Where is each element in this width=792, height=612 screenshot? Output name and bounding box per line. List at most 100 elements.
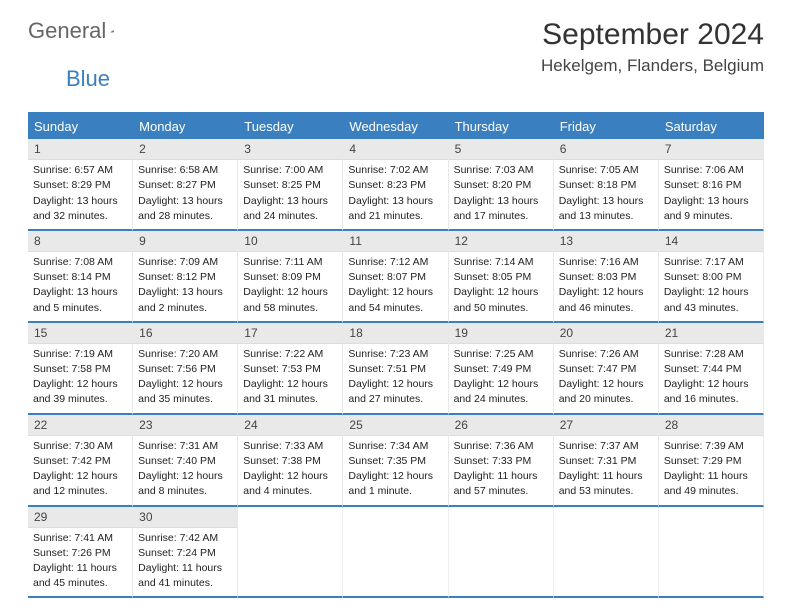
day1-text: Daylight: 12 hours	[664, 377, 758, 391]
day2-text: and 13 minutes.	[559, 209, 653, 223]
day-number: 10	[238, 231, 342, 252]
sunset-text: Sunset: 7:49 PM	[454, 362, 548, 376]
day-number: 9	[133, 231, 237, 252]
day2-text: and 39 minutes.	[33, 392, 127, 406]
day-details: Sunrise: 7:06 AMSunset: 8:16 PMDaylight:…	[659, 160, 763, 229]
day-details: Sunrise: 7:31 AMSunset: 7:40 PMDaylight:…	[133, 436, 237, 505]
sunrise-text: Sunrise: 7:22 AM	[243, 347, 337, 361]
day1-text: Daylight: 12 hours	[664, 285, 758, 299]
month-title: September 2024	[541, 18, 764, 52]
day2-text: and 32 minutes.	[33, 209, 127, 223]
day-cell: 28Sunrise: 7:39 AMSunset: 7:29 PMDayligh…	[659, 415, 764, 507]
day-number: 24	[238, 415, 342, 436]
sunrise-text: Sunrise: 7:25 AM	[454, 347, 548, 361]
day-number: 25	[343, 415, 447, 436]
day-cell: 3Sunrise: 7:00 AMSunset: 8:25 PMDaylight…	[238, 139, 343, 231]
day2-text: and 45 minutes.	[33, 576, 127, 590]
sunset-text: Sunset: 8:18 PM	[559, 178, 653, 192]
sunrise-text: Sunrise: 7:06 AM	[664, 163, 758, 177]
sunset-text: Sunset: 7:26 PM	[33, 546, 127, 560]
sunset-text: Sunset: 8:00 PM	[664, 270, 758, 284]
day-details: Sunrise: 7:02 AMSunset: 8:23 PMDaylight:…	[343, 160, 447, 229]
sunset-text: Sunset: 7:35 PM	[348, 454, 442, 468]
day-cell: 23Sunrise: 7:31 AMSunset: 7:40 PMDayligh…	[133, 415, 238, 507]
day-details: Sunrise: 7:25 AMSunset: 7:49 PMDaylight:…	[449, 344, 553, 413]
day-cell: 4Sunrise: 7:02 AMSunset: 8:23 PMDaylight…	[343, 139, 448, 231]
day-cell: 22Sunrise: 7:30 AMSunset: 7:42 PMDayligh…	[28, 415, 133, 507]
day2-text: and 4 minutes.	[243, 484, 337, 498]
day-details: Sunrise: 7:26 AMSunset: 7:47 PMDaylight:…	[554, 344, 658, 413]
day-details: Sunrise: 7:09 AMSunset: 8:12 PMDaylight:…	[133, 252, 237, 321]
day-number: 3	[238, 139, 342, 160]
sunrise-text: Sunrise: 7:14 AM	[454, 255, 548, 269]
sunset-text: Sunset: 7:33 PM	[454, 454, 548, 468]
day-details: Sunrise: 7:30 AMSunset: 7:42 PMDaylight:…	[28, 436, 132, 505]
day-details: Sunrise: 7:28 AMSunset: 7:44 PMDaylight:…	[659, 344, 763, 413]
day-cell: 21Sunrise: 7:28 AMSunset: 7:44 PMDayligh…	[659, 323, 764, 415]
sunset-text: Sunset: 7:40 PM	[138, 454, 232, 468]
day1-text: Daylight: 13 hours	[243, 194, 337, 208]
day-cell: 9Sunrise: 7:09 AMSunset: 8:12 PMDaylight…	[133, 231, 238, 323]
day-details: Sunrise: 7:23 AMSunset: 7:51 PMDaylight:…	[343, 344, 447, 413]
day1-text: Daylight: 12 hours	[348, 285, 442, 299]
day1-text: Daylight: 12 hours	[454, 377, 548, 391]
day1-text: Daylight: 13 hours	[33, 285, 127, 299]
day1-text: Daylight: 12 hours	[33, 469, 127, 483]
day-number: 4	[343, 139, 447, 160]
day-cell: 12Sunrise: 7:14 AMSunset: 8:05 PMDayligh…	[449, 231, 554, 323]
day-details: Sunrise: 7:20 AMSunset: 7:56 PMDaylight:…	[133, 344, 237, 413]
day1-text: Daylight: 11 hours	[33, 561, 127, 575]
day-cell: 17Sunrise: 7:22 AMSunset: 7:53 PMDayligh…	[238, 323, 343, 415]
sunrise-text: Sunrise: 7:03 AM	[454, 163, 548, 177]
day2-text: and 35 minutes.	[138, 392, 232, 406]
sunset-text: Sunset: 7:53 PM	[243, 362, 337, 376]
day2-text: and 16 minutes.	[664, 392, 758, 406]
day2-text: and 41 minutes.	[138, 576, 232, 590]
day-details: Sunrise: 6:57 AMSunset: 8:29 PMDaylight:…	[28, 160, 132, 229]
day-number: 21	[659, 323, 763, 344]
day-cell: 7Sunrise: 7:06 AMSunset: 8:16 PMDaylight…	[659, 139, 764, 231]
day2-text: and 24 minutes.	[243, 209, 337, 223]
day2-text: and 21 minutes.	[348, 209, 442, 223]
sunrise-text: Sunrise: 7:41 AM	[33, 531, 127, 545]
day2-text: and 8 minutes.	[138, 484, 232, 498]
day-number: 2	[133, 139, 237, 160]
day-number: 22	[28, 415, 132, 436]
day-number: 23	[133, 415, 237, 436]
day1-text: Daylight: 13 hours	[138, 194, 232, 208]
day2-text: and 27 minutes.	[348, 392, 442, 406]
day2-text: and 1 minute.	[348, 484, 442, 498]
day-number: 17	[238, 323, 342, 344]
sunrise-text: Sunrise: 7:12 AM	[348, 255, 442, 269]
day1-text: Daylight: 13 hours	[138, 285, 232, 299]
day-number: 18	[343, 323, 447, 344]
day-details: Sunrise: 7:12 AMSunset: 8:07 PMDaylight:…	[343, 252, 447, 321]
day1-text: Daylight: 12 hours	[559, 377, 653, 391]
day-details: Sunrise: 7:42 AMSunset: 7:24 PMDaylight:…	[133, 528, 237, 597]
day2-text: and 57 minutes.	[454, 484, 548, 498]
day-number: 12	[449, 231, 553, 252]
day-cell: 13Sunrise: 7:16 AMSunset: 8:03 PMDayligh…	[554, 231, 659, 323]
day-header: Monday	[133, 114, 238, 139]
day1-text: Daylight: 13 hours	[559, 194, 653, 208]
sunrise-text: Sunrise: 7:20 AM	[138, 347, 232, 361]
sunrise-text: Sunrise: 7:05 AM	[559, 163, 653, 177]
day-details: Sunrise: 7:17 AMSunset: 8:00 PMDaylight:…	[659, 252, 763, 321]
day-details: Sunrise: 6:58 AMSunset: 8:27 PMDaylight:…	[133, 160, 237, 229]
day-cell: 26Sunrise: 7:36 AMSunset: 7:33 PMDayligh…	[449, 415, 554, 507]
day-number: 14	[659, 231, 763, 252]
sunset-text: Sunset: 8:14 PM	[33, 270, 127, 284]
day-details: Sunrise: 7:34 AMSunset: 7:35 PMDaylight:…	[343, 436, 447, 505]
sunset-text: Sunset: 8:25 PM	[243, 178, 337, 192]
day-details: Sunrise: 7:19 AMSunset: 7:58 PMDaylight:…	[28, 344, 132, 413]
sunrise-text: Sunrise: 7:23 AM	[348, 347, 442, 361]
sunset-text: Sunset: 8:09 PM	[243, 270, 337, 284]
sunrise-text: Sunrise: 7:28 AM	[664, 347, 758, 361]
sunset-text: Sunset: 7:42 PM	[33, 454, 127, 468]
day-number: 13	[554, 231, 658, 252]
day2-text: and 46 minutes.	[559, 301, 653, 315]
sunset-text: Sunset: 7:29 PM	[664, 454, 758, 468]
sunrise-text: Sunrise: 7:37 AM	[559, 439, 653, 453]
brand-part2: Blue	[66, 66, 792, 92]
brand-logo: General	[28, 18, 132, 44]
